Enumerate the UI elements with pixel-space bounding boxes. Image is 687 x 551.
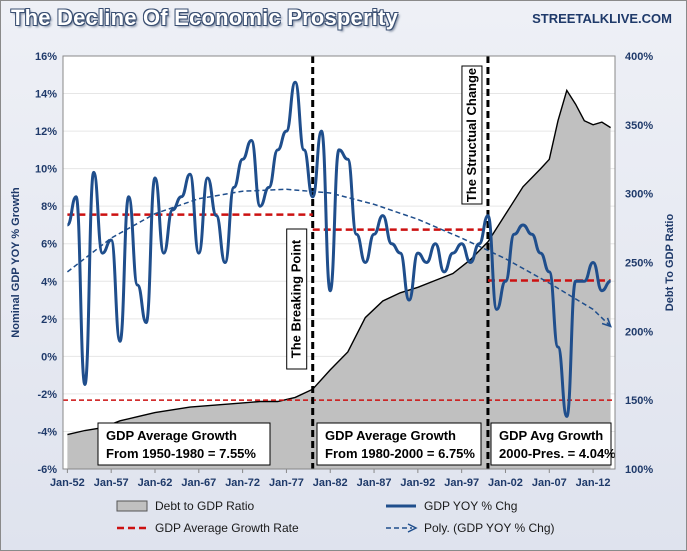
x-tick-label: Jan-72	[225, 477, 260, 489]
debt-line	[67, 88, 611, 436]
annotation-box	[490, 422, 612, 466]
y-tick-label: -4%	[37, 426, 57, 438]
y2-tick-label: 200%	[625, 326, 653, 338]
marker-label: The Structual Change	[464, 68, 479, 202]
chart-title: The Decline Of Economic Prosperity	[11, 5, 399, 30]
debt-area	[67, 90, 611, 470]
x-tick-label: Jan-92	[400, 477, 435, 489]
marker-label-box	[461, 65, 483, 205]
y-tick-label: 2%	[41, 314, 57, 326]
y2-tick-label: 400%	[625, 51, 653, 63]
y2-tick-label: 150%	[625, 395, 653, 407]
x-tick-label: Jan-82	[313, 477, 348, 489]
trend-line	[66, 188, 612, 327]
y-tick-label: 16%	[35, 51, 57, 63]
y-tick-label: 14%	[35, 89, 57, 101]
trend-layer	[66, 188, 612, 328]
brand-label: STREETALKLIVE.COM	[532, 11, 672, 26]
axes-layer: -6% -4% -2% 0% 2% 4% 6% 8% 10% 12% 14% 16% 100% 150% 2…	[10, 51, 676, 489]
x-tick-label: Jan-87	[357, 477, 392, 489]
annotation-layer: GDP Average Growth From 1950-1980 = 7.55%…	[97, 422, 616, 466]
legend-label: Poly. (GDP YOY % Chg)	[424, 521, 555, 535]
y2-axis-label: Debt To GDP Ratio	[664, 214, 676, 312]
y2-tick-label: 100%	[625, 464, 653, 476]
y-tick-label: -6%	[37, 464, 57, 476]
annotation-box	[97, 422, 271, 466]
annotation-box	[316, 422, 482, 466]
plot-border	[62, 55, 616, 470]
legend-layer: Debt to GDP Ratio GDP YOY % Chg GDP Averag…	[116, 499, 555, 535]
y-tick-label: 6%	[41, 239, 57, 251]
x-tick-label: Jan-12	[576, 477, 611, 489]
y-tick-label: -2%	[37, 389, 57, 401]
legend-label: GDP YOY % Chg	[424, 499, 517, 513]
x-tick-label: Jan-02	[488, 477, 523, 489]
x-tick-label: Jan-62	[138, 477, 173, 489]
y2-tick-label: 350%	[625, 120, 653, 132]
x-tick-label: Jan-67	[181, 477, 216, 489]
gdp-line	[65, 80, 611, 418]
gdp-line-layer	[65, 80, 611, 418]
annotation-line2: From 1950-1980 = 7.55%	[106, 446, 256, 461]
x-tick-label: Jan-52	[50, 477, 85, 489]
marker-layer: The Breaking Point The Structual Change	[286, 56, 490, 469]
annotation-line2: 2000-Pres. = 4.04%	[499, 446, 616, 461]
annotation-line1: GDP Average Growth	[325, 428, 456, 443]
marker-label: The Breaking Point	[289, 239, 304, 358]
annotation-line2: From 1980-2000 = 6.75%	[325, 446, 475, 461]
legend-swatch-area	[116, 500, 148, 512]
y-tick-label: 10%	[35, 164, 57, 176]
y2-tick-label: 300%	[625, 189, 653, 201]
x-tick-label: Jan-97	[444, 477, 479, 489]
x-tick-label: Jan-57	[94, 477, 129, 489]
y-tick-label: 0%	[41, 351, 57, 363]
average-layer	[67, 213, 611, 282]
y-tick-label: 4%	[41, 276, 57, 288]
y-tick-label: 8%	[41, 201, 57, 213]
annotation-line1: GDP Average Growth	[106, 428, 237, 443]
x-tick-label: Jan-77	[269, 477, 304, 489]
marker-label-box	[286, 228, 308, 370]
y-tick-label: 12%	[35, 126, 57, 138]
y2-tick-label: 250%	[625, 258, 653, 270]
y-axis-label: Nominal GDP YOY % Growth	[10, 187, 22, 338]
trend-arrowhead	[601, 317, 612, 328]
debt-area-layer	[67, 88, 611, 470]
x-tick-label: Jan-07	[532, 477, 567, 489]
annotation-line1: GDP Avg Growth	[499, 428, 603, 443]
legend-label: Debt to GDP Ratio	[155, 499, 254, 513]
legend-label: GDP Average Growth Rate	[155, 521, 299, 535]
legend-arrow-icon	[407, 523, 418, 533]
